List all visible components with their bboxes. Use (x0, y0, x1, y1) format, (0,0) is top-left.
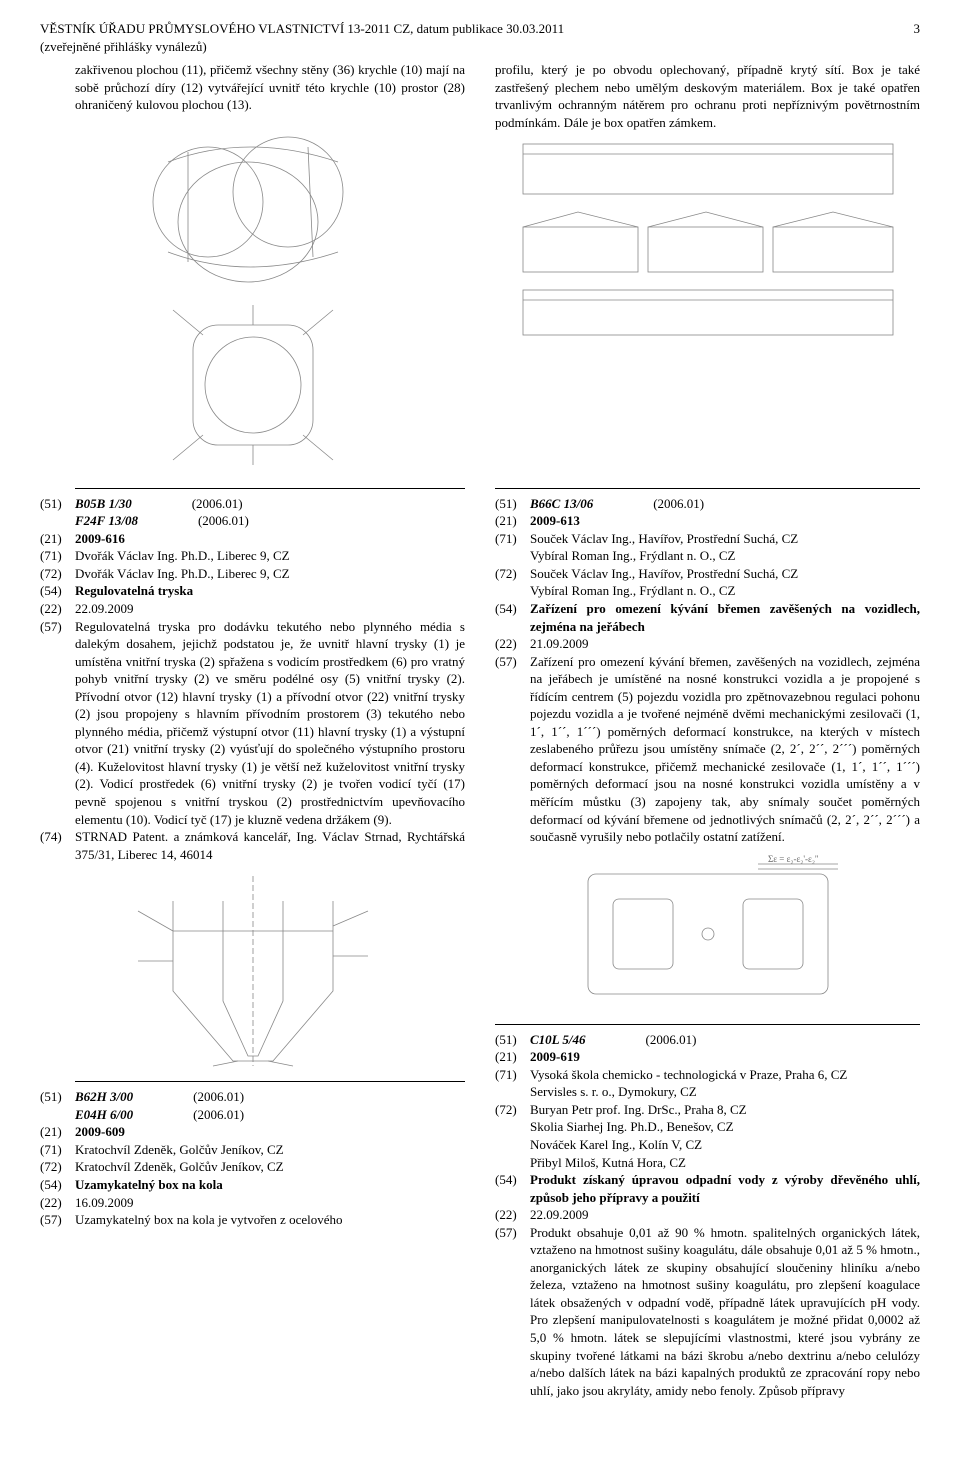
svg-text:Σε = ε₂-ε₂'-ε₂'': Σε = ε₂-ε₂'-ε₂'' (768, 854, 819, 864)
separator (495, 1024, 920, 1025)
top-left-col: zakřivenou plochou (11), přičemž všechny… (40, 61, 465, 478)
title: Uzamykatelný box na kola (75, 1176, 465, 1194)
ipc-year: (2006.01) (646, 1031, 697, 1049)
label-22: (22) (40, 1194, 75, 1212)
label-57: (57) (40, 618, 75, 829)
entry-b66c: (51) B66C 13/06 (2006.01) (21) 2009-613 … (495, 495, 920, 846)
header-line1: VĚSTNÍK ÚŘADU PRŮMYSLOVÉHO VLASTNICTVÍ 1… (40, 20, 564, 38)
figure-cube-section (40, 300, 465, 470)
entry-b05b: (51) B05B 1/30 (2006.01) F24F 13/08 (200… (40, 495, 465, 863)
label-57: (57) (495, 1224, 530, 1399)
applicant: Kratochvíl Zdeněk, Golčův Jeníkov, CZ (75, 1141, 465, 1159)
label-51: (51) (495, 1031, 530, 1049)
application-number: 2009-616 (75, 530, 465, 548)
label-57: (57) (495, 653, 530, 846)
label-21: (21) (495, 1048, 530, 1066)
abstract: Regulovatelná tryska pro dodávku tekutéh… (75, 618, 465, 829)
label-72: (72) (495, 565, 530, 600)
label-72: (72) (495, 1101, 530, 1171)
filing-date: 16.09.2009 (75, 1194, 465, 1212)
applicant: Dvořák Václav Ing. Ph.D., Liberec 9, CZ (75, 547, 465, 565)
separator (495, 488, 920, 489)
label-71: (71) (495, 530, 530, 565)
header-title: VĚSTNÍK ÚŘADU PRŮMYSLOVÉHO VLASTNICTVÍ 1… (40, 20, 564, 55)
ipc-year: (2006.01) (193, 1106, 244, 1124)
ipc-code: F24F 13/08 (75, 512, 138, 530)
ipc-code: B62H 3/00 (75, 1088, 133, 1106)
label-51: (51) (40, 1088, 75, 1106)
lower-left-col: (51) B05B 1/30 (2006.01) F24F 13/08 (200… (40, 478, 465, 1399)
application-number: 2009-609 (75, 1123, 465, 1141)
ipc-code: E04H 6/00 (75, 1106, 133, 1124)
entry-b62h: (51) B62H 3/00 (2006.01) E04H 6/00 (2006… (40, 1088, 465, 1228)
label-51: (51) (495, 495, 530, 513)
ipc-code: C10L 5/46 (530, 1031, 586, 1049)
label-74: (74) (40, 828, 75, 863)
entry-c10l: (51) C10L 5/46 (2006.01) (21) 2009-619 (… (495, 1031, 920, 1399)
lower-right-col: (51) B66C 13/06 (2006.01) (21) 2009-613 … (495, 478, 920, 1399)
left-continuation-text: zakřivenou plochou (11), přičemž všechny… (75, 61, 465, 114)
right-continuation-text: profilu, který je po obvodu oplechovaný,… (495, 61, 920, 131)
label-21: (21) (495, 512, 530, 530)
ipc-code: B66C 13/06 (530, 495, 593, 513)
label-71: (71) (40, 547, 75, 565)
application-number: 2009-619 (530, 1048, 920, 1066)
label-54: (54) (40, 582, 75, 600)
ipc-year: (2006.01) (193, 1088, 244, 1106)
title: Zařízení pro omezení kývání břemen zavěš… (530, 600, 920, 635)
label-21: (21) (40, 530, 75, 548)
figure-box-bottom (495, 285, 920, 340)
label-21: (21) (40, 1123, 75, 1141)
label-71: (71) (40, 1141, 75, 1159)
abstract: Zařízení pro omezení kývání břemen, zavě… (530, 653, 920, 846)
page-number: 3 (914, 20, 921, 38)
title: Produkt získaný úpravou odpadní vody z v… (530, 1171, 920, 1206)
abstract: Produkt obsahuje 0,01 až 90 % hmotn. spa… (530, 1224, 920, 1399)
label-54: (54) (495, 600, 530, 635)
application-number: 2009-613 (530, 512, 920, 530)
inventor: Buryan Petr prof. Ing. DrSc., Praha 8, C… (530, 1101, 920, 1171)
ipc-code: B05B 1/30 (75, 495, 132, 513)
label-22: (22) (40, 600, 75, 618)
separator (75, 488, 465, 489)
applicant: Souček Václav Ing., Havířov, Prostřední … (530, 530, 920, 565)
label-72: (72) (40, 1158, 75, 1176)
header-line2: (zveřejněné přihlášky vynálezů) (40, 38, 564, 56)
inventor: Kratochvíl Zdeněk, Golčův Jeníkov, CZ (75, 1158, 465, 1176)
label-54: (54) (40, 1176, 75, 1194)
ipc-year: (2006.01) (192, 495, 243, 513)
label-71: (71) (495, 1066, 530, 1101)
figure-box-mid (495, 207, 920, 277)
filing-date: 22.09.2009 (75, 600, 465, 618)
page-header: VĚSTNÍK ÚŘADU PRŮMYSLOVÉHO VLASTNICTVÍ 1… (40, 20, 920, 55)
applicant: Vysoká škola chemicko - technologická v … (530, 1066, 920, 1101)
lower-columns: (51) B05B 1/30 (2006.01) F24F 13/08 (200… (40, 478, 920, 1399)
filing-date: 22.09.2009 (530, 1206, 920, 1224)
figure-crane: Σε = ε₂-ε₂'-ε₂'' (495, 854, 920, 1014)
label-57: (57) (40, 1211, 75, 1229)
inventor: Dvořák Václav Ing. Ph.D., Liberec 9, CZ (75, 565, 465, 583)
filing-date: 21.09.2009 (530, 635, 920, 653)
figure-cube (40, 122, 465, 292)
figure-box-top (495, 139, 920, 199)
label-22: (22) (495, 1206, 530, 1224)
label-54: (54) (495, 1171, 530, 1206)
ipc-year: (2006.01) (198, 512, 249, 530)
abstract: Uzamykatelný box na kola je vytvořen z o… (75, 1211, 465, 1229)
label-72: (72) (40, 565, 75, 583)
figure-nozzle (40, 871, 465, 1071)
label-22: (22) (495, 635, 530, 653)
top-right-col: profilu, který je po obvodu oplechovaný,… (495, 61, 920, 478)
top-columns: zakřivenou plochou (11), přičemž všechny… (40, 61, 920, 478)
title: Regulovatelná tryska (75, 582, 465, 600)
inventor: Souček Václav Ing., Havířov, Prostřední … (530, 565, 920, 600)
agent: STRNAD Patent. a známková kancelář, Ing.… (75, 828, 465, 863)
label-51: (51) (40, 495, 75, 513)
separator (75, 1081, 465, 1082)
ipc-year: (2006.01) (653, 495, 704, 513)
